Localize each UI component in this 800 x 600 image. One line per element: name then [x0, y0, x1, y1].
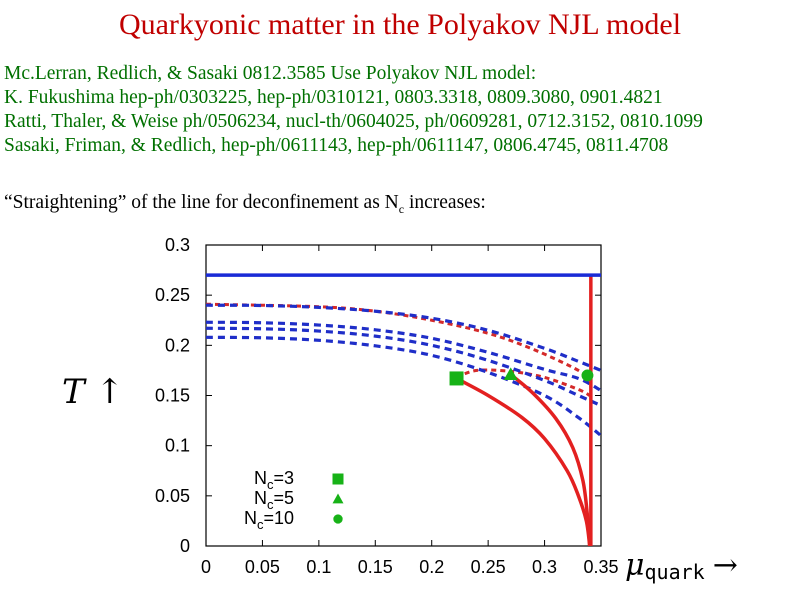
x-tick-label: 0.2 [419, 557, 444, 577]
legend-label-main: N [254, 468, 267, 488]
legend-triangle-icon [332, 493, 344, 504]
legend-label: Nc=5 [254, 488, 294, 512]
reference-line: Ratti, Thaler, & Weise ph/0506234, nucl-… [4, 111, 703, 132]
x-tick-label: 0.15 [358, 557, 393, 577]
caption: “Straightening” of the line for deconfin… [4, 192, 800, 217]
reference-list: Mc.Lerran, Redlich, & Sasaki 0812.3585 U… [4, 62, 800, 158]
marker-triangle [503, 367, 518, 381]
caption-after: increases: [404, 192, 486, 213]
series-line [455, 376, 592, 546]
y-tick-label: 0.25 [155, 285, 190, 305]
slide-title: Quarkyonic matter in the Polyakov NJL mo… [118, 8, 682, 41]
x-axis-symbol: μ [625, 548, 645, 583]
series-line [509, 373, 592, 546]
reference-line: K. Fukushima hep-ph/0303225, hep-ph/0310… [4, 87, 663, 108]
x-tick-label: 0 [201, 557, 211, 577]
y-tick-label: 0.2 [165, 335, 190, 355]
series-line [206, 303, 601, 372]
reference-line: Mc.Lerran, Redlich, & Sasaki 0812.3585 U… [4, 63, 537, 84]
reference-line: Sasaki, Friman, & Redlich, hep-ph/061114… [4, 135, 669, 156]
legend-label-main: N [254, 488, 267, 508]
y-tick-label: 0.1 [165, 436, 190, 456]
legend-square-icon [332, 473, 344, 485]
legend-label: Nc=10 [244, 508, 294, 532]
y-tick-label: 0.3 [165, 235, 190, 255]
marker-square [449, 371, 464, 386]
legend-label: Nc=3 [254, 468, 294, 492]
legend-label-sub: c [257, 517, 264, 532]
x-tick-label: 0.1 [306, 557, 331, 577]
series-line [206, 335, 601, 437]
x-tick-label: 0.3 [532, 557, 557, 577]
series-line [206, 320, 601, 392]
y-tick-label: 0.15 [155, 386, 190, 406]
x-tick-label: 0.25 [471, 557, 506, 577]
x-axis-arrow: → [713, 548, 738, 583]
x-tick-label: 0.35 [583, 557, 618, 577]
series-group [206, 273, 601, 546]
legend-circle-icon [333, 514, 343, 524]
y-axis-label: T ↑ [62, 372, 124, 412]
y-tick-label: 0.05 [155, 486, 190, 506]
x-axis-subscript: quark [645, 560, 705, 584]
legend-label-sub: c [267, 477, 274, 492]
legend-label-rest: =5 [273, 488, 294, 508]
legend-label-main: N [244, 508, 257, 528]
caption-before: “Straightening” of the line for deconfin… [4, 192, 399, 213]
caption-sub: c [398, 201, 405, 216]
series-line [206, 326, 601, 407]
series-line [206, 302, 591, 382]
x-axis-label: μquark → [625, 548, 738, 584]
legend-label-rest: =10 [263, 508, 294, 528]
marker-circle [581, 369, 594, 382]
x-tick-label: 0.05 [245, 557, 280, 577]
legend-label-rest: =3 [273, 468, 294, 488]
legend-label-sub: c [267, 497, 274, 512]
y-tick-label: 0 [180, 536, 190, 556]
